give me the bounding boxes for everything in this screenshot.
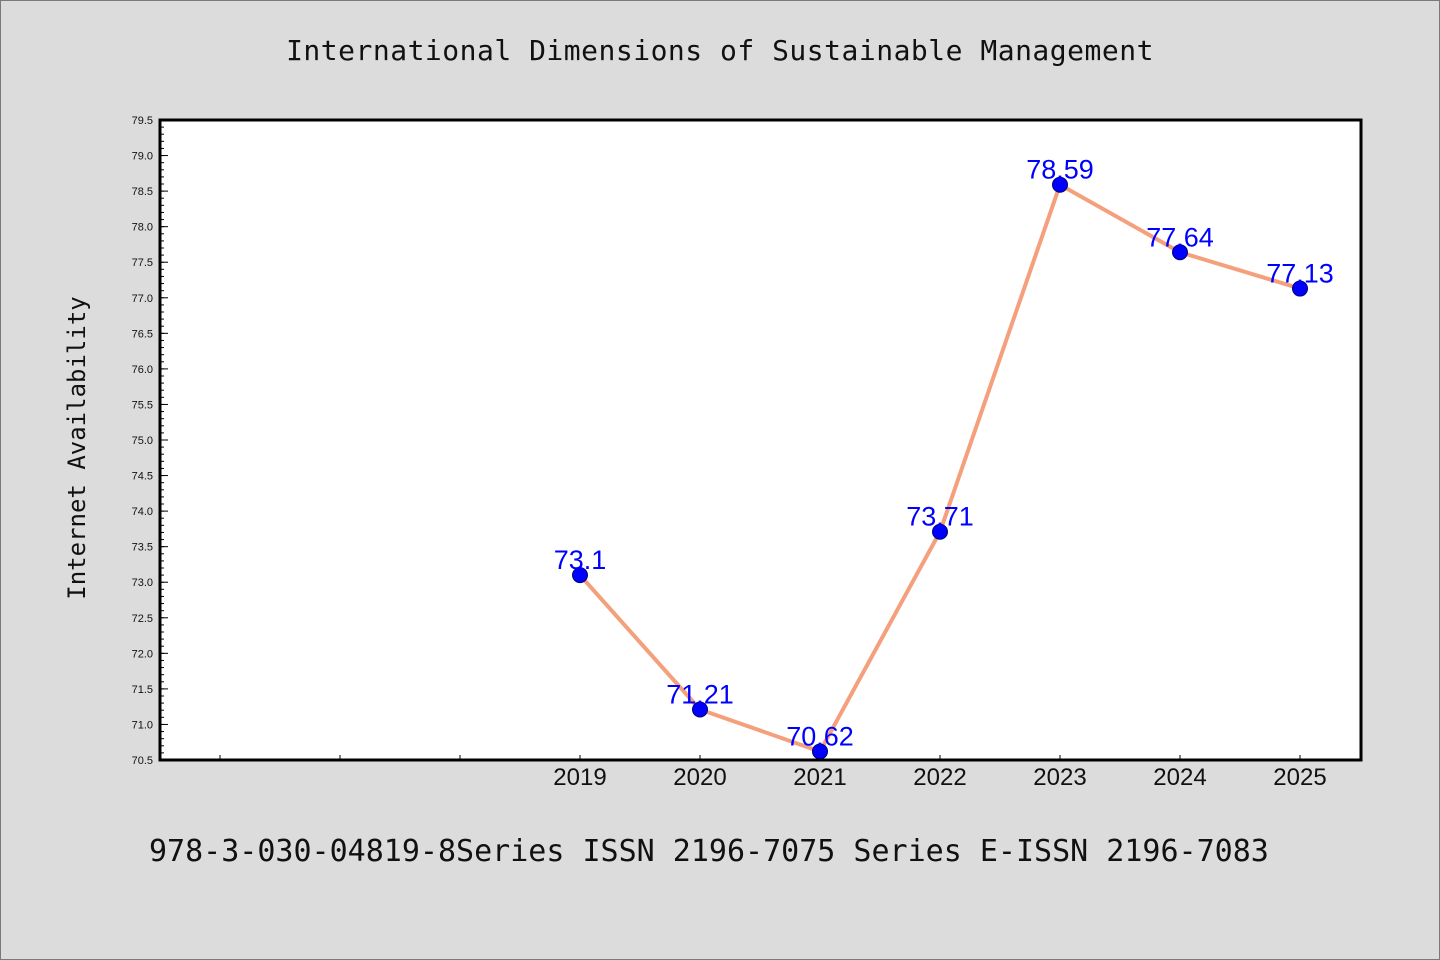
data-point xyxy=(1292,280,1308,297)
data-label: 73.71 xyxy=(906,502,974,532)
plot-border xyxy=(158,118,1363,762)
data-label: 77.13 xyxy=(1266,259,1334,289)
data-label: 77.64 xyxy=(1146,222,1214,252)
y-tick-label: 78.0 xyxy=(132,222,153,234)
y-tick-label: 74.0 xyxy=(132,506,153,518)
y-tick-label: 79.0 xyxy=(132,151,153,163)
y-axis-ticks: 70.5 71.0 71.5 72.0 72.5 73.0 73.5 74.0 74.5 75.0… xyxy=(132,115,168,767)
y-tick-label: 76.5 xyxy=(132,328,153,340)
x-tick-label: 2020 xyxy=(673,764,726,791)
data-point xyxy=(1172,244,1188,261)
chart-title: International Dimensions of Sustainable … xyxy=(286,34,1154,67)
y-tick-label: 71.0 xyxy=(132,719,153,731)
data-point xyxy=(692,701,708,718)
data-point xyxy=(572,567,588,584)
y-tick-label: 75.5 xyxy=(132,399,153,411)
series-group: 73.1 71.21 70.62 73.71 78.59 77.64 77.13 xyxy=(554,155,1334,760)
y-tick-label: 72.0 xyxy=(132,648,153,660)
y-tick-label: 75.0 xyxy=(132,435,153,447)
y-tick-label: 73.5 xyxy=(132,542,153,554)
data-point xyxy=(1052,176,1068,193)
y-tick-label: 71.5 xyxy=(132,684,153,696)
plot-area xyxy=(160,120,1361,760)
x-tick-label: 2024 xyxy=(1153,764,1206,791)
y-tick-label: 77.0 xyxy=(132,293,153,305)
data-point xyxy=(932,523,948,540)
y-tick-label: 73.0 xyxy=(132,577,153,589)
x-tick-label: 2019 xyxy=(553,764,606,791)
data-label: 70.62 xyxy=(786,721,854,751)
data-label: 73.1 xyxy=(554,545,607,575)
x-tick-label: 2022 xyxy=(913,764,966,791)
x-tick-label: 2021 xyxy=(793,764,846,791)
y-tick-label: 70.5 xyxy=(132,755,153,767)
data-label: 71.21 xyxy=(666,680,734,710)
y-tick-label: 79.5 xyxy=(132,115,153,127)
y-tick-label: 76.0 xyxy=(132,364,153,376)
x-tick-label: 2025 xyxy=(1273,764,1326,791)
x-axis-ticks: 2019 2020 2021 2022 2023 2024 2025 xyxy=(219,755,1327,791)
y-tick-label: 72.5 xyxy=(132,613,153,625)
data-label: 78.59 xyxy=(1026,155,1094,185)
y-tick-label: 77.5 xyxy=(132,257,153,269)
x-tick-label: 2023 xyxy=(1033,764,1086,791)
y-tick-label: 78.5 xyxy=(132,186,153,198)
footer-isbn-issn: 978-3-030-04819-8Series ISSN 2196-7075 S… xyxy=(149,834,1269,869)
y-tick-label: 74.5 xyxy=(132,471,153,483)
